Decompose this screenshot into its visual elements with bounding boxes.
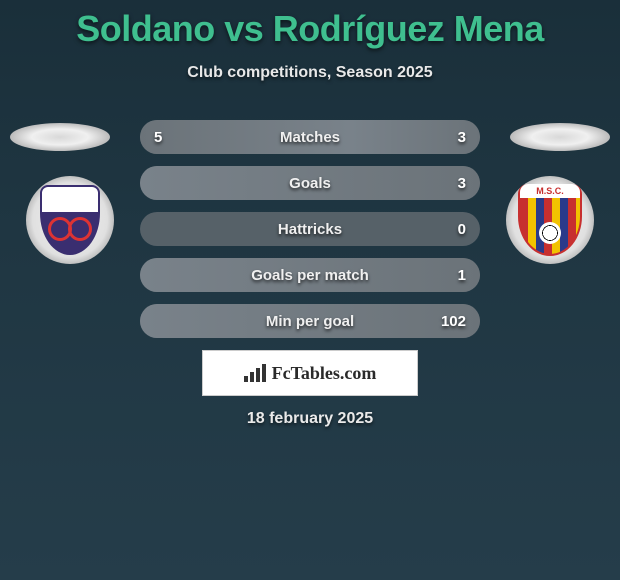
stat-row: 3Goals — [140, 166, 480, 200]
stat-row: 1Goals per match — [140, 258, 480, 292]
stat-label: Goals per match — [140, 258, 480, 292]
stat-label: Matches — [140, 120, 480, 154]
subtitle: Club competitions, Season 2025 — [0, 64, 620, 82]
club-badge-left — [26, 176, 114, 264]
stats-container: 53Matches 3Goals 0Hattricks 1Goals per matc… — [140, 120, 480, 350]
club-crest-right — [518, 184, 582, 256]
page-title: Soldano vs Rodríguez Mena — [0, 0, 620, 50]
brand-box[interactable]: FcTables.com — [202, 350, 418, 396]
club-crest-left — [40, 185, 100, 255]
stat-label: Min per goal — [140, 304, 480, 338]
player-avatar-left — [10, 123, 110, 151]
stat-label: Hattricks — [140, 212, 480, 246]
stat-row: 0Hattricks — [140, 212, 480, 246]
date-label: 18 february 2025 — [0, 410, 620, 428]
stat-label: Goals — [140, 166, 480, 200]
bar-chart-icon — [244, 364, 266, 382]
brand-label: FcTables.com — [272, 363, 377, 384]
stat-row: 102Min per goal — [140, 304, 480, 338]
player-avatar-right — [510, 123, 610, 151]
club-badge-right — [506, 176, 594, 264]
stat-row: 53Matches — [140, 120, 480, 154]
